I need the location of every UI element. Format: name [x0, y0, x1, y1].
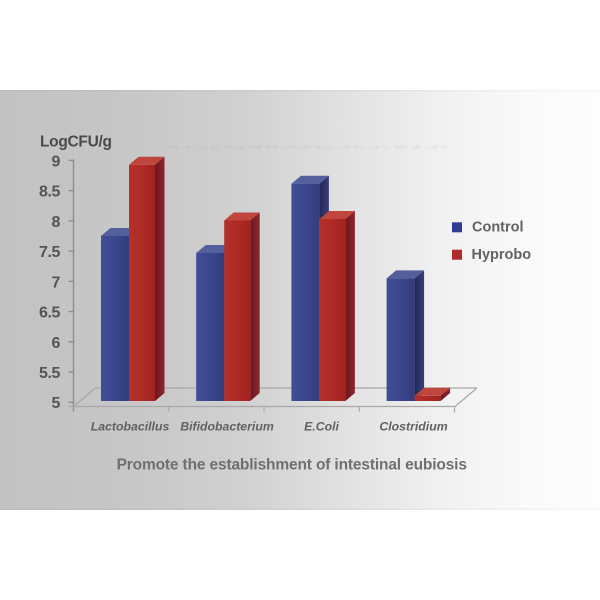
svg-text:Lactobacillus: Lactobacillus	[91, 420, 170, 434]
svg-text:9: 9	[52, 153, 61, 170]
svg-text:5.5: 5.5	[39, 365, 61, 382]
svg-text:7: 7	[52, 274, 61, 291]
svg-text:8: 8	[52, 214, 61, 231]
svg-text:Clostridium: Clostridium	[379, 420, 447, 434]
svg-text:6.5: 6.5	[39, 305, 61, 322]
svg-text:8.5: 8.5	[39, 184, 61, 201]
svg-text:7.5: 7.5	[39, 244, 61, 261]
svg-text:5: 5	[52, 395, 61, 412]
svg-text:Hyprobo: Hyprobo	[472, 247, 532, 263]
svg-text:LogCFU/g: LogCFU/g	[40, 134, 112, 151]
svg-text:6: 6	[52, 335, 61, 352]
svg-text:E.Coli: E.Coli	[304, 420, 339, 434]
svg-text:Bifidobacterium: Bifidobacterium	[180, 420, 274, 434]
svg-text:Control: Control	[472, 219, 524, 235]
svg-text:Promote the establishment of i: Promote the establishment of intestinal …	[117, 457, 467, 474]
